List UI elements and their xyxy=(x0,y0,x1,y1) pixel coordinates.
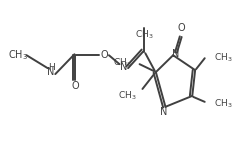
Text: CH$_3$: CH$_3$ xyxy=(135,28,154,41)
Text: O: O xyxy=(100,50,108,60)
Text: CH$_3$: CH$_3$ xyxy=(113,57,132,69)
Text: N: N xyxy=(160,107,167,117)
Text: H: H xyxy=(48,63,55,72)
Text: N: N xyxy=(120,62,127,72)
Text: O: O xyxy=(72,81,79,91)
Text: CH$_3$: CH$_3$ xyxy=(214,52,233,64)
Text: O: O xyxy=(178,23,185,33)
Text: N: N xyxy=(47,67,54,77)
Text: CH$_3$: CH$_3$ xyxy=(8,48,28,62)
Text: CH$_3$: CH$_3$ xyxy=(118,90,137,102)
Text: CH$_3$: CH$_3$ xyxy=(214,98,233,110)
Text: N: N xyxy=(172,49,180,59)
